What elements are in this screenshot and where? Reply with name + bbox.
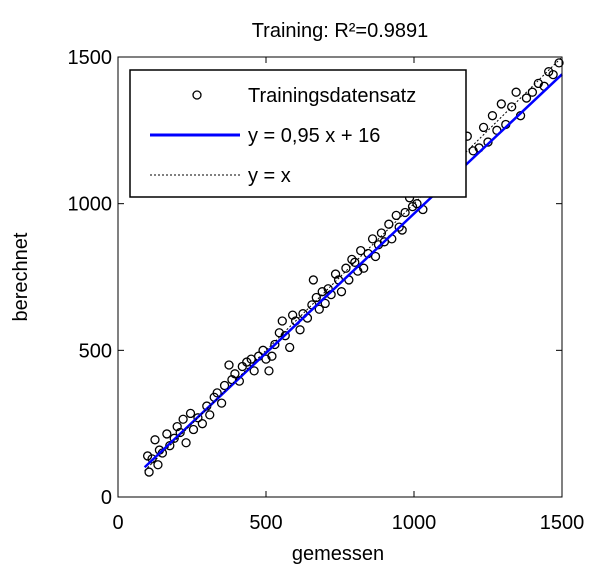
data-point — [205, 410, 215, 420]
y-tick-label: 500 — [79, 340, 112, 362]
data-point — [216, 398, 227, 408]
x-tick-label: 1500 — [540, 512, 585, 534]
data-point — [330, 269, 341, 279]
data-point — [511, 87, 521, 97]
data-point — [548, 69, 558, 80]
data-point — [181, 438, 191, 448]
data-point — [185, 408, 196, 419]
legend-marker — [192, 90, 202, 100]
data-point — [311, 292, 321, 303]
data-point — [264, 366, 274, 376]
chart-title: Training: R²=0.9891 — [252, 20, 429, 42]
data-point — [350, 257, 360, 267]
data-point — [169, 433, 179, 443]
data-point — [376, 228, 387, 238]
data-point — [188, 424, 199, 435]
data-point — [261, 354, 271, 364]
data-point — [193, 413, 203, 423]
data-point — [533, 78, 543, 89]
data-point — [527, 87, 538, 97]
data-point — [359, 263, 369, 273]
data-point — [394, 222, 404, 232]
data-point — [287, 310, 298, 320]
data-point — [400, 207, 410, 218]
data-point — [295, 325, 305, 335]
y-tick-label: 1500 — [68, 47, 113, 69]
data-point — [267, 351, 277, 361]
data-point — [507, 102, 517, 112]
x-tick-label: 500 — [249, 512, 282, 534]
fit-line — [144, 56, 563, 471]
data-point — [314, 304, 324, 314]
data-point — [197, 419, 208, 429]
data-point — [521, 93, 532, 103]
data-point — [320, 298, 330, 309]
y-tick-label: 0 — [101, 487, 112, 509]
y-tick-label: 1000 — [68, 194, 113, 216]
data-point — [224, 360, 234, 370]
data-point — [370, 251, 381, 262]
data-point — [144, 467, 154, 477]
data-point — [412, 199, 422, 209]
data-point — [478, 122, 489, 133]
data-point — [153, 460, 163, 470]
data-point — [150, 435, 160, 445]
data-point — [323, 284, 333, 294]
data-point — [468, 146, 478, 156]
x-axis-label: gemessen — [292, 543, 384, 565]
data-point — [483, 137, 493, 147]
data-point — [249, 366, 259, 376]
plot-frame — [117, 56, 563, 498]
x-tick-label: 1000 — [392, 512, 437, 534]
data-point — [162, 429, 172, 439]
data-point — [391, 210, 401, 221]
y-axis-label: berechnet — [10, 232, 32, 321]
data-point — [336, 287, 347, 297]
data-point — [230, 369, 240, 379]
data-point — [317, 287, 327, 297]
data-point — [347, 254, 357, 265]
data-point — [178, 414, 188, 424]
data-point — [308, 275, 319, 285]
data-point — [219, 380, 230, 391]
data-point — [277, 316, 287, 326]
x-tick-label: 0 — [112, 512, 123, 534]
legend-label: y = 0,95 x + 16 — [248, 125, 380, 147]
legend-label: y = x — [248, 165, 291, 187]
data-point — [172, 421, 182, 432]
data-point — [487, 111, 498, 121]
data-point — [212, 388, 222, 398]
data-point — [285, 342, 295, 353]
data-point — [270, 339, 280, 350]
legend-label: Trainingsdatensatz — [248, 85, 416, 107]
data-point — [554, 58, 564, 68]
data-point — [367, 234, 378, 244]
data-point — [175, 427, 185, 438]
data-point — [341, 263, 351, 273]
data-point — [496, 99, 506, 109]
